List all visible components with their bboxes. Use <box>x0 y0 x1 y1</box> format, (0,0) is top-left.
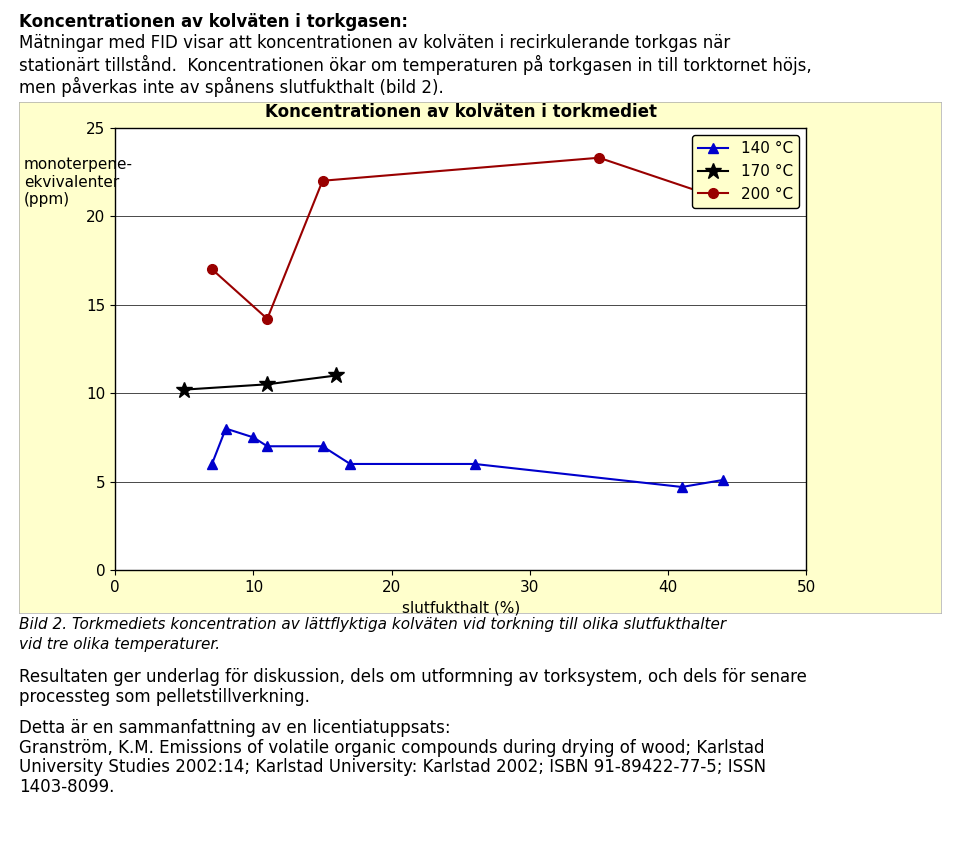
Text: Resultaten ger underlag för diskussion, dels om utformning av torksystem, och de: Resultaten ger underlag för diskussion, … <box>19 668 807 686</box>
Text: men påverkas inte av spånens slutfukthalt (bild 2).: men påverkas inte av spånens slutfukthal… <box>19 77 444 97</box>
140 °C <box>220 424 231 434</box>
Text: Detta är en sammanfattning av en licentiatuppsats:: Detta är en sammanfattning av en licenti… <box>19 719 451 737</box>
Text: monoterpene-
ekvivalenter
(ppm): monoterpene- ekvivalenter (ppm) <box>24 157 133 208</box>
X-axis label: slutfukthalt (%): slutfukthalt (%) <box>401 601 520 615</box>
200 °C <box>704 190 715 200</box>
140 °C <box>718 475 730 485</box>
170 °C <box>330 370 342 380</box>
140 °C <box>248 432 259 443</box>
140 °C <box>317 441 328 451</box>
140 °C <box>468 459 480 469</box>
170 °C <box>261 380 273 390</box>
200 °C <box>593 152 605 163</box>
140 °C <box>206 459 218 469</box>
Title: Koncentrationen av kolväten i torkmediet: Koncentrationen av kolväten i torkmediet <box>265 102 657 121</box>
Text: processteg som pelletstillverkning.: processteg som pelletstillverkning. <box>19 688 310 705</box>
Line: 170 °C: 170 °C <box>176 367 345 398</box>
140 °C <box>261 441 273 451</box>
200 °C <box>317 175 328 186</box>
Text: stationärt tillstånd.  Koncentrationen ökar om temperaturen på torkgasen in till: stationärt tillstånd. Koncentrationen ök… <box>19 55 812 76</box>
Text: Mätningar med FID visar att koncentrationen av kolväten i recirkulerande torkgas: Mätningar med FID visar att koncentratio… <box>19 34 731 52</box>
Text: University Studies 2002:14; Karlstad University: Karlstad 2002; ISBN 91-89422-77: University Studies 2002:14; Karlstad Uni… <box>19 758 766 776</box>
Text: vid tre olika temperaturer.: vid tre olika temperaturer. <box>19 637 221 652</box>
Text: Koncentrationen av kolväten i torkgasen:: Koncentrationen av kolväten i torkgasen: <box>19 13 408 31</box>
Legend: 140 °C, 170 °C, 200 °C: 140 °C, 170 °C, 200 °C <box>691 135 799 208</box>
200 °C <box>206 264 218 274</box>
200 °C <box>261 314 273 324</box>
170 °C <box>179 385 190 395</box>
Line: 140 °C: 140 °C <box>207 424 729 492</box>
Text: Granström, K.M. Emissions of volatile organic compounds during drying of wood; K: Granström, K.M. Emissions of volatile or… <box>19 739 765 757</box>
140 °C <box>676 482 687 492</box>
Text: Bild 2. Torkmediets koncentration av lättflyktiga kolväten vid torkning till oli: Bild 2. Torkmediets koncentration av lät… <box>19 617 727 632</box>
Line: 200 °C: 200 °C <box>207 153 714 323</box>
Text: 1403-8099.: 1403-8099. <box>19 778 114 796</box>
140 °C <box>345 459 356 469</box>
